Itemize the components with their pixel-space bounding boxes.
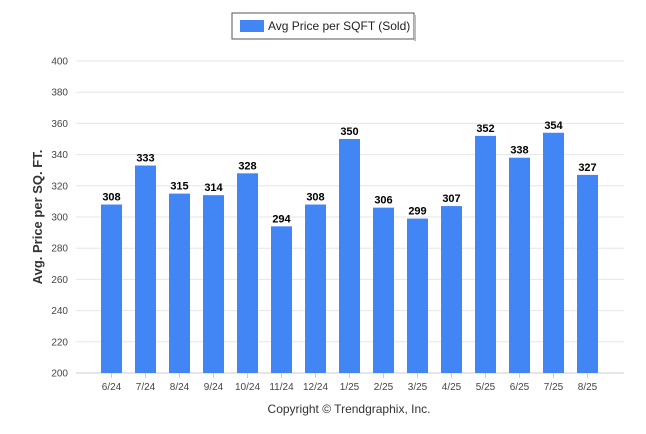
data-label-8/24: 315 [170, 181, 188, 193]
y-tick-label: 340 [51, 150, 68, 161]
bar-5/25 [475, 135, 496, 373]
x-tick-label-9/24: 9/24 [204, 382, 224, 393]
data-label-2/25: 306 [374, 195, 392, 207]
x-tick-label-6/25: 6/25 [510, 382, 530, 393]
y-tick-label: 280 [51, 244, 68, 255]
bar-7/25 [543, 132, 564, 373]
bar-10/24 [237, 173, 258, 373]
data-label-11/24: 294 [272, 213, 291, 225]
y-tick-label: 400 [51, 57, 68, 68]
y-tick-label: 380 [51, 88, 68, 99]
bar-11/24 [271, 226, 292, 373]
x-tick-label-5/25: 5/25 [476, 382, 496, 393]
x-tick-label-11/24: 11/24 [269, 382, 294, 393]
data-labels: 308 333 315 314 328 294 308 350 306 299 307 352 338 3… [102, 120, 596, 226]
legend-label: Avg Price per SQFT (Sold) [268, 19, 410, 33]
data-label-5/25: 352 [476, 123, 494, 135]
y-tick-label: 200 [51, 369, 68, 380]
x-tick-label-8/24: 8/24 [170, 382, 190, 393]
legend: Avg Price per SQFT (Sold) [231, 12, 416, 41]
data-label-1/25: 350 [340, 126, 358, 138]
bar-6/25 [509, 157, 530, 373]
y-tick-label: 320 [51, 181, 68, 192]
x-tick-label-7/24: 7/24 [136, 382, 156, 393]
y-tick-label: 240 [51, 306, 68, 317]
y-axis-title: Avg. Price per SQ. FT. [30, 150, 45, 285]
x-tick-label-3/25: 3/25 [408, 382, 428, 393]
data-label-7/25: 354 [544, 120, 563, 132]
bar-7/24 [135, 165, 156, 373]
bar-4/25 [441, 206, 462, 373]
bar-8/24 [169, 193, 190, 373]
data-label-10/24: 328 [238, 160, 256, 172]
x-tick-label-10/24: 10/24 [235, 382, 260, 393]
x-tick-label-6/24: 6/24 [102, 382, 122, 393]
legend-swatch [240, 20, 264, 32]
x-tick-label-4/25: 4/25 [442, 382, 462, 393]
bar-6/24 [101, 204, 122, 373]
data-label-7/24: 333 [136, 153, 154, 165]
data-label-3/25: 299 [408, 206, 426, 218]
bars [101, 132, 598, 373]
bar-8/25 [577, 174, 598, 373]
y-tick-label: 220 [51, 337, 68, 348]
bar-12/24 [305, 204, 326, 373]
y-tick-label: 360 [51, 119, 68, 130]
y-axis: 200 220 240 260 280 300 320 340 360 380 400 [51, 57, 68, 380]
x-tick-label-7/25: 7/25 [544, 382, 564, 393]
data-label-6/24: 308 [102, 192, 120, 204]
legend-box-shadow [414, 15, 416, 41]
bar-3/25 [407, 218, 428, 373]
data-label-4/25: 307 [442, 193, 460, 205]
bar-2/25 [373, 207, 394, 373]
data-label-6/25: 338 [510, 145, 528, 157]
x-tick-label-2/25: 2/25 [374, 382, 394, 393]
x-tick-label-12/24: 12/24 [303, 382, 328, 393]
bar-9/24 [203, 195, 224, 373]
x-tick-label-8/25: 8/25 [578, 382, 598, 393]
data-label-12/24: 308 [306, 192, 324, 204]
gridlines [76, 60, 624, 374]
copyright-credit: Copyright © Trendgraphix, Inc. [268, 402, 431, 416]
y-tick-label: 260 [51, 275, 68, 286]
x-axis: 6/24 7/24 8/24 9/24 10/24 11/24 12/24 1/25 2/25 3… [102, 373, 598, 393]
data-label-8/25: 327 [578, 162, 596, 174]
x-tick-label-1/25: 1/25 [340, 382, 360, 393]
data-label-9/24: 314 [204, 182, 223, 194]
y-tick-label: 300 [51, 213, 68, 224]
bar-1/25 [339, 139, 360, 373]
